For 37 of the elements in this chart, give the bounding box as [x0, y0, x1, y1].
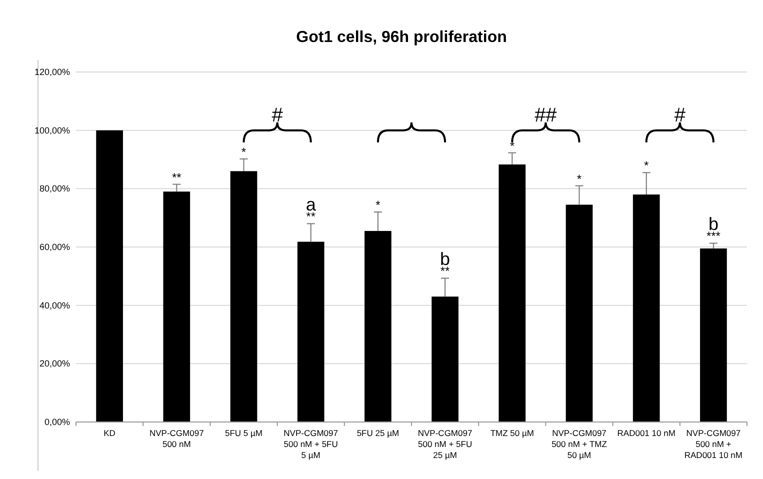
- bar: [498, 164, 526, 422]
- x-tick-label: TMZ 50 µM: [490, 428, 534, 438]
- x-tick-label: 5FU 25 µM: [356, 428, 400, 438]
- bar: [566, 204, 593, 422]
- y-tick-label: 80,00%: [39, 184, 70, 194]
- x-tick-label: NVP-CGM097 500 nM: [149, 428, 204, 449]
- bar: [364, 230, 392, 422]
- annotation: *: [644, 158, 650, 173]
- y-tick-label: 60,00%: [39, 242, 70, 252]
- y-tick-label: 100,00%: [34, 125, 70, 136]
- x-tick-label: KD: [104, 428, 116, 438]
- bar: [632, 194, 660, 422]
- x-tick-label: NVP-CGM097 500 nM + 5FU 25 µM: [418, 428, 472, 460]
- annotation: *: [576, 172, 582, 186]
- annotation: *: [376, 198, 381, 212]
- bar: [163, 192, 190, 422]
- y-tick-label: 40,00%: [39, 300, 70, 310]
- chart-title: Got1 cells, 96h proliferation: [296, 29, 507, 46]
- bar: [700, 248, 727, 422]
- annotation: #: [674, 104, 686, 126]
- bar: [230, 171, 258, 422]
- annotation: #: [272, 104, 284, 126]
- annotation: *: [510, 138, 515, 153]
- bar: [297, 242, 324, 422]
- x-tick-label: NVP-CGM097 500 nM + 5FU 5 µM: [284, 428, 338, 460]
- bar: [432, 296, 458, 422]
- y-tick-label: 20,00%: [39, 358, 70, 369]
- x-tick-label: NVP-CGM097 500 nM + RAD001 10 nM: [684, 428, 743, 460]
- annotation: **: [172, 170, 182, 184]
- bar: [96, 130, 123, 422]
- y-tick-label: 120,00%: [34, 67, 70, 77]
- y-tick-label: 0,00%: [44, 417, 70, 427]
- x-tick-label: NVP-CGM097 500 nM + TMZ 50 µM: [552, 428, 607, 460]
- annotation: *: [241, 144, 246, 159]
- x-tick-label: 5FU 5 µM: [225, 428, 262, 438]
- annotation: ##: [534, 104, 558, 126]
- x-tick-label: RAD001 10 nM: [617, 428, 676, 438]
